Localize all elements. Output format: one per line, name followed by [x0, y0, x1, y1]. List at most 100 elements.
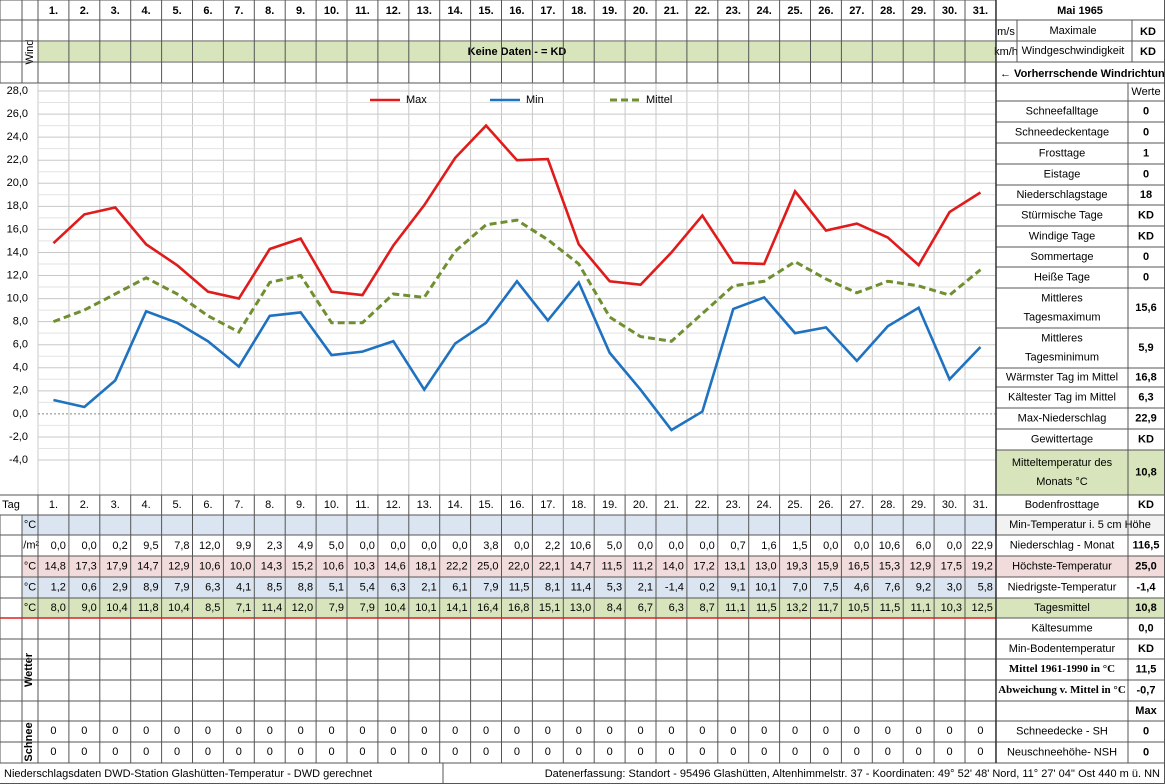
precip-cell: 2,3 — [267, 540, 282, 552]
temp-cell: 2,9 — [112, 581, 127, 593]
row-bg — [22, 515, 996, 535]
series-line — [52, 218, 982, 343]
snow-cell: 0 — [174, 746, 180, 758]
y-tick-label: 14,0 — [7, 246, 28, 258]
temp-cell: 10,3 — [941, 602, 962, 614]
summary-value: 11,5 — [1136, 663, 1157, 675]
y-tick-label: 16,0 — [7, 223, 28, 235]
temp-cell: 9,0 — [82, 602, 97, 614]
temp-cell: 0,6 — [82, 581, 97, 593]
snow-cell: 0 — [298, 746, 304, 758]
temp-cell: 7,9 — [329, 602, 344, 614]
snow-cell: 0 — [946, 746, 952, 758]
snow-cell: 0 — [977, 746, 983, 758]
snow-cell: 0 — [576, 746, 582, 758]
unit-label: °C — [24, 519, 36, 531]
temp-cell: 15,9 — [817, 560, 838, 572]
day-header: 29. — [911, 499, 926, 511]
y-tick-label: 22,0 — [7, 154, 28, 166]
temp-cell: 16,4 — [477, 602, 498, 614]
summary-value: 10,8 — [1135, 602, 1156, 614]
temp-cell: -1,4 — [665, 581, 684, 593]
stat-value: 0 — [1143, 105, 1149, 117]
snow-cell: 0 — [545, 725, 551, 737]
stat-value: KD — [1138, 209, 1154, 221]
day-header: 25. — [787, 5, 802, 17]
day-header: 14. — [448, 5, 463, 17]
temp-cell: 11,4 — [571, 581, 592, 593]
sheet-title: Mai 1965 — [1057, 5, 1103, 17]
stat-value: 0 — [1143, 271, 1149, 283]
stat-bg — [996, 556, 1165, 577]
day-header: 9. — [296, 499, 305, 511]
day-header: 22. — [695, 5, 710, 17]
stat-label: Tagesmaximum — [1023, 311, 1100, 323]
day-header: 7. — [234, 5, 243, 17]
snow-cell: 0 — [328, 725, 334, 737]
temp-cell: 17,5 — [941, 560, 962, 572]
stat-label: Mittleres — [1041, 332, 1083, 344]
snow-cell: 0 — [607, 725, 613, 737]
snow-cell: 0 — [576, 725, 582, 737]
temp-cell: 14,6 — [384, 560, 405, 572]
temp-cell: 7,6 — [885, 581, 900, 593]
temp-cell: 0,2 — [700, 581, 715, 593]
day-header: 5. — [172, 5, 181, 17]
day-header: 27. — [849, 5, 864, 17]
day-header: 2. — [80, 499, 89, 511]
snow-cell: 0 — [236, 725, 242, 737]
temp-cell: 8,9 — [143, 581, 158, 593]
precip-cell: 5,0 — [607, 540, 622, 552]
snow-cell: 0 — [637, 725, 643, 737]
snow-cell: 0 — [328, 746, 334, 758]
stat-label: Gewittertage — [1031, 433, 1093, 445]
temp-cell: 10,6 — [199, 560, 220, 572]
legend-label: Min — [526, 94, 544, 106]
temp-cell: 5,3 — [607, 581, 622, 593]
row-bg — [22, 535, 996, 556]
precip-cell: 0,0 — [823, 540, 838, 552]
summary-label: Mittel 1961-1990 in °C — [1009, 663, 1115, 675]
snow-cell: 0 — [205, 746, 211, 758]
summary-label: Schneedecke - SH — [1016, 725, 1108, 737]
precip-cell: 0,0 — [700, 540, 715, 552]
stat-label: Stürmische Tage — [1021, 209, 1103, 221]
y-tick-label: 28,0 — [7, 85, 28, 97]
temp-cell: 7,1 — [236, 602, 251, 614]
day-header: 8. — [265, 5, 274, 17]
stat-label: Frosttage — [1039, 147, 1085, 159]
precip-cell: 0,0 — [51, 540, 66, 552]
snow-cell: 0 — [916, 746, 922, 758]
temp-cell: 12,5 — [971, 602, 992, 614]
temp-cell: 9,1 — [730, 581, 745, 593]
day-header: 17. — [540, 499, 555, 511]
summary-label: Min-Temperatur i. 5 cm Höhe — [1009, 519, 1151, 531]
summary-value: KD — [1138, 643, 1154, 655]
day-header: 21. — [664, 5, 679, 17]
temp-cell: 6,1 — [452, 581, 467, 593]
snow-cell: 0 — [205, 725, 211, 737]
unit-label: l/m² — [21, 539, 40, 551]
snow-cell: 0 — [545, 746, 551, 758]
precip-cell: 0,2 — [112, 540, 127, 552]
precip-cell: 3,8 — [483, 540, 498, 552]
temp-cell: 12,0 — [292, 602, 313, 614]
temp-cell: 16,5 — [848, 560, 869, 572]
temp-cell: 4,6 — [854, 581, 869, 593]
temp-cell: 10,0 — [230, 560, 251, 572]
wind-max-value: KD — [1140, 46, 1156, 58]
stat-value: KD — [1138, 230, 1154, 242]
day-header: 26. — [818, 499, 833, 511]
temp-cell: 22,0 — [508, 560, 529, 572]
stat-label: Bodenfrosttage — [1025, 499, 1100, 511]
snow-cell: 0 — [452, 725, 458, 737]
snow-cell: 0 — [823, 746, 829, 758]
summary-label: Niederschlag - Monat — [1010, 539, 1115, 551]
precip-cell: 0,7 — [730, 540, 745, 552]
stat-label: Wärmster Tag im Mittel — [1006, 371, 1118, 383]
day-header: 22. — [695, 499, 710, 511]
precip-cell: 22,9 — [971, 540, 992, 552]
snow-cell: 0 — [761, 746, 767, 758]
precip-cell: 9,9 — [236, 540, 251, 552]
